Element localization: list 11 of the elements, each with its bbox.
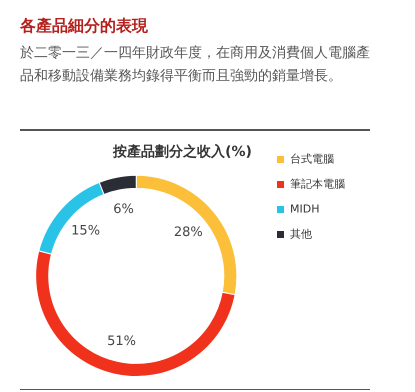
data-label: 28% (174, 225, 203, 240)
legend-label: 其他 (290, 227, 312, 240)
chart-title: 各產品細分的表現 (20, 16, 148, 37)
data-label: 15% (71, 224, 100, 239)
legend-label: 筆記本電腦 (290, 177, 345, 190)
legend-label: 台式電腦 (290, 152, 334, 166)
data-label: 51% (107, 334, 136, 350)
legend-label: MIDH (290, 202, 320, 216)
legend-title: 按產品劃分之收入(%) (112, 143, 252, 160)
data-label: 6% (113, 202, 134, 217)
chart-subtitle: 於二零一三／一四年財政年度，在商用及消費個人電腦產品和移動設備業務均錄得平衡而且強勁的銷量增長。 (20, 44, 371, 86)
